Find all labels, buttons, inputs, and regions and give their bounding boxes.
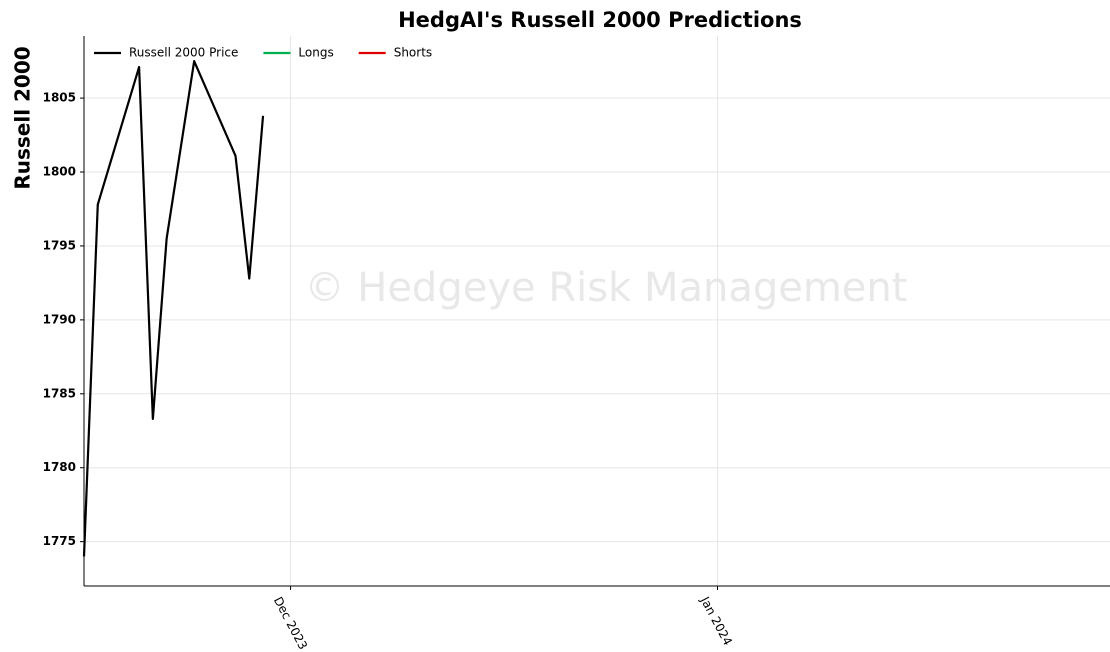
legend-label: Longs [298, 46, 333, 60]
legend-label: Shorts [394, 46, 432, 60]
x-tick-label: Dec 2023 [271, 594, 310, 651]
y-tick-label: 1780 [43, 460, 76, 474]
y-tick-label: 1790 [43, 312, 76, 326]
y-tick-label: 1800 [43, 165, 76, 179]
legend-label: Russell 2000 Price [129, 46, 238, 60]
chart-title: HedgAI's Russell 2000 Predictions [398, 8, 802, 32]
price-line [82, 60, 265, 557]
watermark: © Hedgeye Risk Management [305, 265, 908, 311]
x-tick-label: Jan 2024 [697, 594, 735, 648]
y-tick-label: 1775 [43, 534, 76, 548]
y-axis-label: Russell 2000 [11, 46, 35, 189]
y-tick-label: 1785 [43, 386, 76, 400]
y-tick-label: 1795 [43, 238, 76, 252]
y-tick-label: 1805 [43, 91, 76, 105]
